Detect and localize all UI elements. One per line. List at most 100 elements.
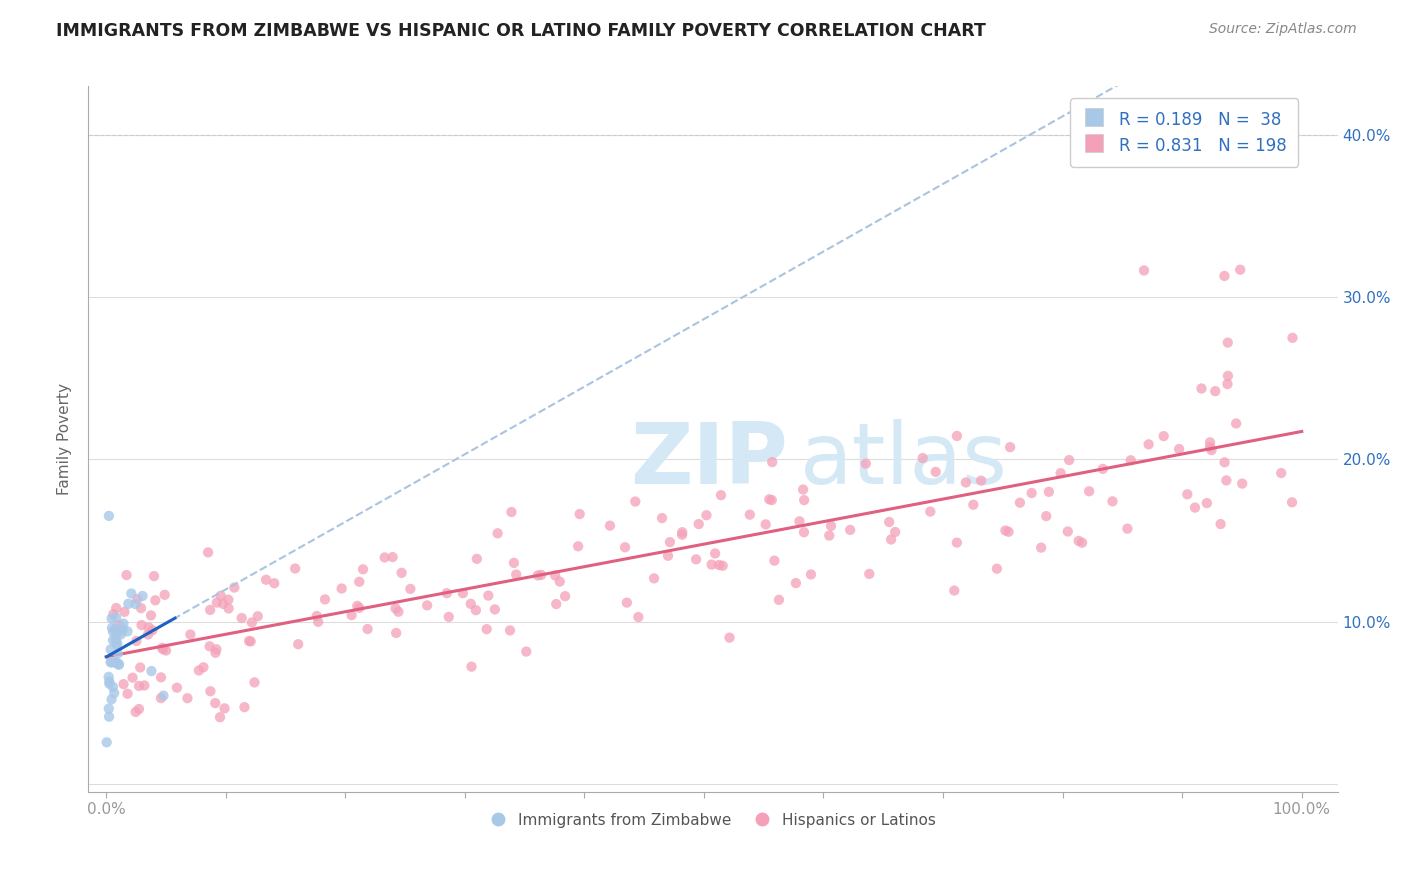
Point (100, 692, 122, 706)
Point (101, 621, 124, 635)
Point (1281, 331, 1303, 345)
Point (152, 689, 174, 703)
Point (284, 561, 307, 575)
Point (107, 657, 129, 671)
Point (198, 603, 221, 617)
Point (685, 552, 707, 566)
Point (139, 608, 162, 623)
Point (1216, 335, 1239, 350)
Point (238, 634, 260, 648)
Point (204, 646, 226, 660)
Point (152, 642, 174, 657)
Point (105, 656, 128, 670)
Point (651, 511, 673, 525)
Point (416, 599, 439, 613)
Point (1216, 377, 1239, 392)
Point (117, 624, 139, 639)
Point (239, 634, 262, 648)
Point (962, 498, 984, 512)
Point (214, 701, 236, 715)
Point (233, 700, 256, 714)
Point (131, 589, 153, 603)
Point (855, 457, 877, 471)
Point (254, 573, 277, 587)
Point (711, 558, 734, 573)
Point (738, 508, 761, 522)
Point (218, 601, 240, 615)
Point (614, 541, 637, 555)
Point (330, 582, 353, 596)
Point (1201, 443, 1223, 458)
Point (793, 525, 815, 540)
Point (527, 568, 550, 582)
Point (505, 567, 527, 582)
Point (688, 517, 710, 532)
Point (263, 576, 285, 591)
Point (340, 608, 363, 623)
Point (1281, 495, 1303, 509)
Point (115, 568, 138, 582)
Point (121, 671, 143, 685)
Point (143, 569, 166, 583)
Point (98, 674, 121, 689)
Point (546, 597, 568, 611)
Point (124, 705, 146, 719)
Point (134, 678, 156, 692)
Point (1038, 484, 1060, 499)
Point (460, 597, 482, 611)
Point (287, 637, 309, 651)
Point (718, 631, 741, 645)
Point (346, 599, 368, 613)
Point (1116, 522, 1139, 536)
Point (104, 622, 127, 636)
Point (349, 574, 371, 589)
Point (707, 558, 730, 572)
Point (877, 515, 900, 529)
Point (104, 655, 127, 669)
Point (150, 640, 173, 655)
Point (1056, 524, 1078, 539)
Point (1119, 453, 1142, 467)
Point (1229, 262, 1251, 277)
Point (128, 702, 150, 716)
Point (943, 583, 966, 598)
Point (704, 546, 727, 560)
Point (153, 588, 176, 602)
Point (399, 582, 422, 596)
Point (997, 524, 1019, 539)
Text: Source: ZipAtlas.com: Source: ZipAtlas.com (1209, 22, 1357, 37)
Point (1230, 476, 1253, 491)
Point (205, 596, 228, 610)
Text: ZIP: ZIP (630, 419, 787, 502)
Point (200, 684, 222, 698)
Point (884, 524, 907, 539)
Point (768, 592, 790, 607)
Point (110, 624, 132, 639)
Point (1168, 442, 1191, 456)
Point (104, 622, 127, 636)
Point (839, 523, 862, 537)
Point (352, 562, 374, 576)
Point (1101, 494, 1123, 508)
Point (127, 592, 149, 607)
Point (616, 596, 638, 610)
Point (544, 568, 567, 582)
Point (124, 597, 146, 611)
Point (465, 551, 488, 566)
Point (763, 554, 786, 568)
Point (197, 545, 219, 559)
Point (176, 691, 198, 706)
Point (387, 605, 409, 619)
Point (793, 493, 815, 508)
Point (627, 610, 650, 624)
Point (105, 601, 128, 615)
Point (149, 691, 172, 706)
Point (246, 609, 269, 624)
Point (193, 660, 215, 674)
Point (1021, 486, 1043, 500)
Point (792, 483, 814, 497)
Point (243, 675, 266, 690)
Point (105, 637, 128, 651)
Point (1091, 462, 1114, 476)
Point (155, 643, 177, 657)
